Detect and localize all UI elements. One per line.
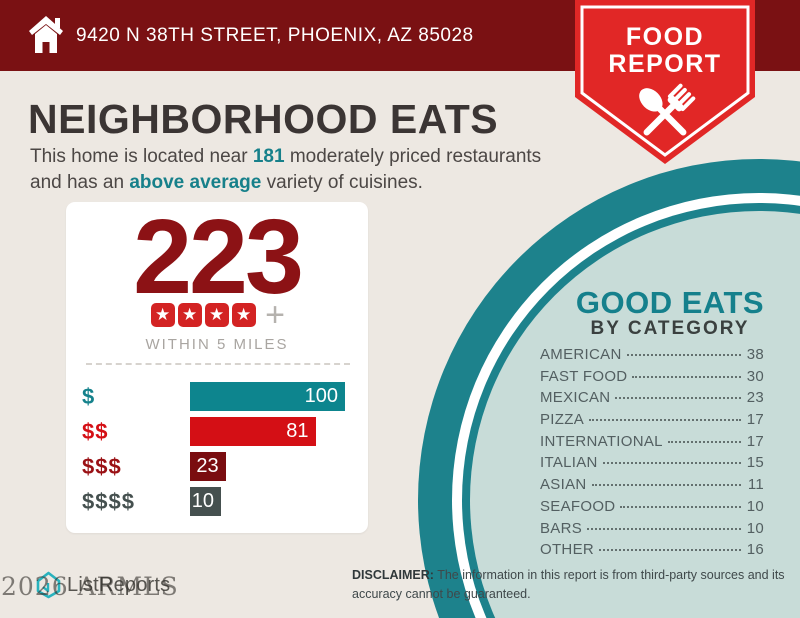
- category-label: PIZZA: [540, 411, 585, 429]
- dotted-leader: [667, 440, 741, 443]
- dotted-leader: [591, 484, 741, 487]
- disclaimer: DISCLAIMER: The information in this repo…: [352, 566, 790, 604]
- badge-line1: FOOD: [626, 23, 704, 51]
- star-icon: ★: [177, 303, 202, 327]
- category-row: SEAFOOD 10: [540, 498, 764, 520]
- category-list: AMERICAN 38 FAST FOOD 30 MEXICAN 23 PIZZA 17 INT…: [540, 346, 764, 563]
- price-bar-row: $$$ 23: [82, 452, 352, 481]
- category-label: ASIAN: [540, 476, 587, 494]
- price-bar-row: $100: [82, 382, 352, 411]
- price-tier-label: $: [82, 383, 96, 409]
- category-value: 16: [746, 541, 764, 559]
- category-value: 10: [746, 519, 764, 537]
- price-tier-value: 10: [191, 490, 214, 512]
- subtitle: This home is located near 181 moderately…: [30, 144, 578, 196]
- category-label: SEAFOOD: [540, 497, 616, 515]
- property-address: 9420 N 38TH STREET, PHOENIX, AZ 85028: [76, 25, 474, 46]
- subtitle-text-3: variety of cuisines.: [261, 172, 423, 194]
- category-value: 15: [746, 454, 764, 472]
- category-value: 38: [746, 346, 764, 363]
- watermark: 2026 ARMLS: [1, 572, 179, 601]
- home-icon: [29, 16, 63, 53]
- dotted-leader: [615, 397, 741, 400]
- dotted-leader: [632, 375, 741, 378]
- category-row: ASIAN 11: [540, 476, 764, 498]
- badge-line2: REPORT: [608, 50, 721, 78]
- restaurant-total: 223: [133, 198, 304, 316]
- category-label: AMERICAN: [540, 346, 622, 363]
- price-tier-bar: 10: [190, 487, 221, 516]
- category-row: OTHER 16: [540, 541, 764, 563]
- price-bars: $100 $$ 81 $$$ 23 $$$$ 10: [82, 382, 352, 522]
- category-value: 11: [747, 476, 764, 494]
- price-tier-label: $$$: [82, 453, 122, 479]
- category-value: 30: [746, 367, 764, 385]
- listreports-logo: ListReports: [36, 571, 170, 599]
- dashed-divider: [86, 363, 350, 365]
- category-label: ITALIAN: [540, 454, 598, 472]
- house-pin-icon: [36, 571, 61, 599]
- price-tier-label: $$: [82, 418, 109, 444]
- dotted-leader: [602, 462, 741, 465]
- price-tier-value: 81: [286, 420, 309, 442]
- category-label: MEXICAN: [540, 389, 611, 407]
- variety-highlight: above average: [129, 172, 262, 194]
- price-bar-row: $$ 81: [82, 417, 352, 446]
- category-row: AMERICAN 38: [540, 346, 764, 368]
- subtitle-text-1: This home is located near: [30, 146, 253, 167]
- food-report-badge: FOOD REPORT: [575, 0, 755, 164]
- disclaimer-text: The information in this report is from t…: [352, 568, 785, 601]
- dotted-leader: [620, 505, 741, 508]
- price-tier-value: 100: [304, 385, 338, 407]
- star-icon: ★: [204, 303, 229, 327]
- category-value: 17: [746, 432, 764, 450]
- star-rating: ★ ★ ★ ★ +: [66, 296, 368, 334]
- price-tier-bar: 23: [190, 452, 226, 481]
- page-title: NEIGHBORHOOD EATS: [28, 96, 499, 142]
- subtitle-text-2: moderately priced restaurants and has an: [30, 146, 542, 194]
- category-label: INTERNATIONAL: [540, 432, 663, 450]
- dotted-leader: [589, 419, 741, 422]
- price-bar-row: $$$$ 10: [82, 487, 352, 516]
- restaurant-count-inline: 181: [252, 146, 285, 167]
- dotted-leader: [587, 527, 741, 530]
- star-icon: ★: [150, 303, 175, 327]
- price-tier-bar: 81: [190, 417, 316, 446]
- category-value: 17: [746, 411, 764, 429]
- category-row: INTERNATIONAL 17: [540, 433, 764, 455]
- category-row: PIZZA 17: [540, 411, 764, 433]
- category-row: ITALIAN 15: [540, 454, 764, 476]
- plus-sign: +: [265, 296, 285, 334]
- price-tier-bar: 100: [190, 382, 345, 411]
- utensils-icon: [639, 83, 696, 136]
- dotted-leader: [599, 549, 741, 552]
- stars: ★ ★ ★ ★: [149, 303, 257, 327]
- price-tier-value: 23: [196, 455, 219, 477]
- category-row: FAST FOOD 30: [540, 368, 764, 390]
- price-tier-label: $$$$: [82, 488, 135, 514]
- category-value: 10: [746, 497, 764, 515]
- dotted-leader: [626, 354, 741, 356]
- category-row: MEXICAN 23: [540, 389, 764, 411]
- category-label: OTHER: [540, 541, 594, 559]
- category-row: BARS 10: [540, 520, 764, 542]
- star-icon: ★: [231, 303, 256, 327]
- disclaimer-label: DISCLAIMER:: [352, 568, 434, 582]
- good-eats-title: GOOD EATS: [575, 285, 765, 320]
- radius-caption: WITHIN 5 MILES: [145, 336, 289, 353]
- good-eats-subtitle: BY CATEGORY: [590, 318, 750, 339]
- category-label: FAST FOOD: [540, 367, 628, 385]
- logo-text: ListReports: [67, 573, 171, 596]
- category-label: BARS: [540, 519, 583, 537]
- category-value: 23: [746, 389, 764, 407]
- stats-card: 223 ★ ★ ★ ★ + WITHIN 5 MILES $100 $$ 81 $$$ 23 $…: [66, 202, 368, 533]
